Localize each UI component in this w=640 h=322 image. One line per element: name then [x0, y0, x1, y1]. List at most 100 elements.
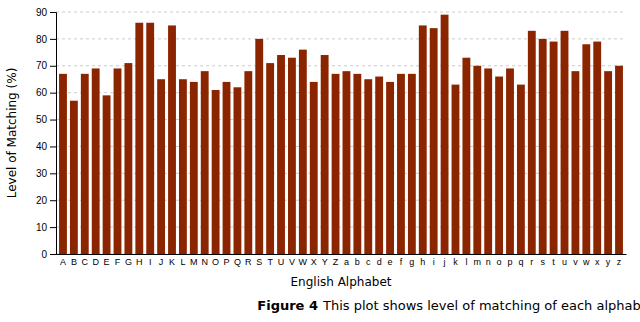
tick: c	[366, 254, 371, 267]
tick: m	[474, 254, 482, 267]
tick-label: b	[355, 257, 360, 267]
tick-label: d	[377, 257, 382, 267]
bar	[593, 42, 601, 254]
tick: n	[486, 254, 491, 267]
tick-label: w	[582, 257, 590, 267]
bar	[59, 74, 67, 254]
bar	[375, 77, 383, 254]
bar	[288, 58, 296, 254]
bar	[190, 82, 198, 254]
bars	[59, 15, 623, 254]
tick: J	[159, 254, 164, 267]
tick-mark	[50, 12, 56, 13]
tick-label: y	[606, 257, 611, 267]
tick-label: L	[180, 257, 185, 267]
tick-label: z	[617, 257, 622, 267]
bar	[343, 71, 351, 254]
tick-label: J	[159, 257, 164, 267]
bar	[473, 66, 481, 254]
tick-label: i	[433, 257, 435, 267]
bar	[299, 50, 307, 254]
bar	[92, 68, 100, 254]
tick: S	[256, 254, 262, 267]
tick: z	[617, 254, 622, 267]
tick-label: 80	[36, 34, 48, 45]
bar	[452, 85, 460, 254]
bar	[462, 58, 470, 254]
tick: F	[115, 254, 121, 267]
tick: I	[149, 254, 152, 267]
bar	[571, 71, 579, 254]
tick-label: E	[104, 257, 110, 267]
bar	[528, 31, 536, 254]
y-axis: 0102030405060708090	[36, 7, 57, 260]
bar	[277, 55, 285, 254]
tick: p	[507, 254, 512, 267]
tick-mark	[50, 66, 56, 67]
bar	[397, 74, 405, 254]
tick: V	[289, 254, 295, 267]
bar	[321, 55, 329, 254]
bar	[114, 68, 122, 254]
tick-label: I	[149, 257, 152, 267]
tick: M	[190, 254, 198, 267]
tick-label: Q	[234, 257, 241, 267]
tick-mark	[50, 227, 56, 228]
tick: Q	[234, 254, 241, 267]
tick: Z	[333, 254, 339, 267]
bar	[550, 42, 558, 254]
tick: j	[443, 254, 446, 267]
tick-label: W	[299, 257, 308, 267]
tick: 50	[36, 114, 56, 125]
tick: d	[377, 254, 382, 267]
bar	[223, 82, 231, 254]
bar	[386, 82, 394, 254]
tick: 10	[36, 222, 56, 233]
tick-label: j	[443, 257, 446, 267]
tick-label: s	[540, 257, 545, 267]
bar	[419, 25, 427, 254]
chart: 0102030405060708090ABCDEFGHIJKLMNOPQRSTU…	[0, 0, 640, 322]
tick: x	[595, 254, 600, 267]
tick: v	[573, 254, 578, 267]
tick: k	[453, 254, 458, 267]
bar	[539, 39, 547, 254]
bar	[103, 95, 111, 254]
tick-label: h	[420, 257, 425, 267]
tick-mark	[50, 200, 56, 201]
tick-label: k	[453, 257, 458, 267]
tick-label: D	[92, 257, 99, 267]
tick-label: B	[71, 257, 77, 267]
bar	[615, 66, 623, 254]
caption-text: This plot shows level of matching of eac…	[322, 298, 640, 313]
grid	[56, 12, 626, 254]
tick: N	[201, 254, 208, 267]
tick-label: u	[562, 257, 567, 267]
tick-label: 20	[36, 195, 48, 206]
tick: R	[245, 254, 252, 267]
tick-label: O	[212, 257, 219, 267]
tick: 0	[41, 249, 56, 260]
tick-mark	[50, 39, 56, 40]
bar	[506, 68, 514, 254]
tick: 70	[36, 60, 56, 71]
bar	[212, 90, 220, 254]
tick: u	[562, 254, 567, 267]
tick-label: N	[201, 257, 208, 267]
tick-label: n	[486, 257, 491, 267]
bar	[353, 74, 361, 254]
tick: H	[136, 254, 143, 267]
tick-label: H	[136, 257, 143, 267]
axis-line	[57, 254, 627, 255]
bar	[408, 74, 416, 254]
tick-label: K	[169, 257, 175, 267]
tick-label: c	[366, 257, 371, 267]
tick-label: p	[507, 257, 512, 267]
bar	[582, 44, 590, 254]
tick-label: P	[224, 257, 230, 267]
tick-label: t	[552, 257, 555, 267]
tick: s	[540, 254, 545, 267]
tick: Y	[322, 254, 328, 267]
bar	[604, 71, 612, 254]
bar	[233, 87, 241, 254]
